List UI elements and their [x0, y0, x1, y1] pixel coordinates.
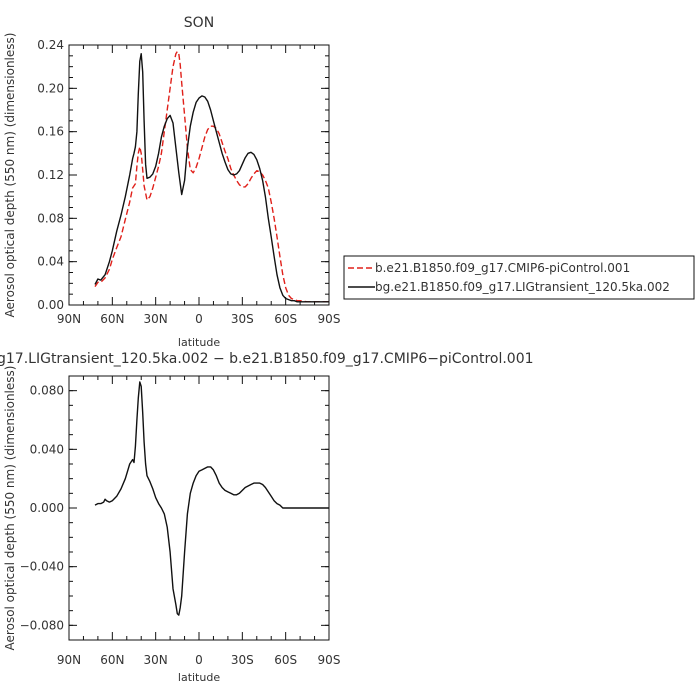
x-tick-label: 30N	[144, 653, 168, 667]
x-tick-label: 90S	[318, 653, 341, 667]
x-tick-label: 60S	[274, 653, 297, 667]
y-axis-label: Aerosol optical depth (550 nm) (dimensio…	[3, 33, 17, 318]
legend: b.e21.B1850.f09_g17.CMIP6-piControl.001b…	[343, 255, 695, 300]
y-tick-label: 0.24	[37, 38, 64, 52]
x-tick-label: 30N	[144, 312, 168, 326]
y-tick-label: 0.08	[37, 211, 64, 225]
y-tick-label: 0.000	[30, 501, 64, 515]
y-tick-label: −0.040	[20, 560, 64, 574]
series-line-0	[94, 50, 329, 303]
chart-title: bg.e21.B1850.f09_g17.LIGtransient_120.5k…	[0, 351, 534, 367]
x-tick-label: 30S	[231, 312, 254, 326]
y-tick-label: 0.00	[37, 298, 64, 312]
x-tick-label: 60N	[100, 653, 124, 667]
top-line-chart: 90N 60N 30N 0 30S 60S 90S 0.00 0.04 0.08 0.12 0.16 0…	[3, 15, 340, 349]
x-tick-label: 90N	[57, 312, 81, 326]
y-axis-label: Aerosol optical depth (550 nm) (dimensio…	[3, 366, 17, 651]
x-tick-label: 90N	[57, 653, 81, 667]
series-line-1	[94, 53, 329, 303]
y-tick-label: −0.080	[20, 618, 64, 632]
x-tick-label: 60N	[100, 312, 124, 326]
x-tick-label: 0	[195, 312, 203, 326]
y-tick-label: 0.040	[30, 442, 64, 456]
x-tick-label: 0	[195, 653, 203, 667]
x-axis-label: latitude	[178, 671, 220, 684]
legend-entry: bg.e21.B1850.f09_g17.LIGtransient_120.5k…	[375, 280, 670, 294]
series-line-0	[94, 381, 329, 616]
x-tick-label: 90S	[318, 312, 341, 326]
chart-title: SON	[184, 15, 214, 31]
legend-entry: b.e21.B1850.f09_g17.CMIP6-piControl.001	[375, 261, 630, 275]
y-tick-label: 0.20	[37, 81, 64, 95]
difference-line-chart: 90N 60N 30N 0 30S 60S 90S −0.080 −0.040 0.000 0.04…	[0, 351, 534, 684]
y-tick-label: 0.16	[37, 125, 64, 139]
y-tick-label: 0.080	[30, 384, 64, 398]
x-axis-label: latitude	[178, 336, 220, 349]
x-tick-label: 30S	[231, 653, 254, 667]
y-tick-label: 0.04	[37, 255, 64, 269]
x-tick-label: 60S	[274, 312, 297, 326]
legend-box	[343, 255, 695, 300]
y-tick-label: 0.12	[37, 168, 64, 182]
